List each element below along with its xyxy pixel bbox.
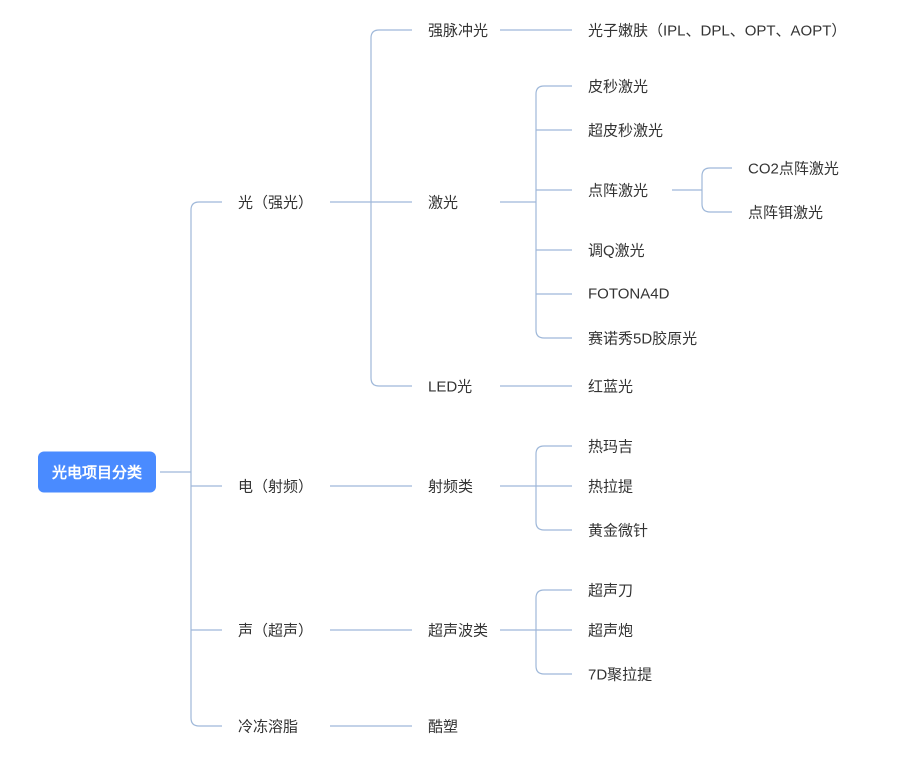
node-label: 激光 — [428, 195, 458, 212]
tree-node: 热拉提 — [580, 472, 641, 501]
node-label: 点阵铒激光 — [748, 205, 823, 222]
tree-node: 冷冻溶脂 — [230, 712, 306, 741]
node-label: 热拉提 — [588, 479, 633, 496]
tree-node: LED光 — [420, 372, 480, 401]
node-label: 调Q激光 — [588, 243, 645, 260]
node-label: 黄金微针 — [588, 523, 648, 540]
node-label: 冷冻溶脂 — [238, 719, 298, 736]
tree-node: 调Q激光 — [580, 236, 653, 265]
tree-node: 射频类 — [420, 472, 481, 501]
node-label: 超皮秒激光 — [588, 123, 663, 140]
node-label: 超声炮 — [588, 623, 633, 640]
tree-node: 7D聚拉提 — [580, 660, 660, 689]
tree-node: CO2点阵激光 — [740, 154, 847, 183]
tree-node: 超皮秒激光 — [580, 116, 671, 145]
node-label: 声（超声） — [238, 623, 313, 640]
node-label: 电（射频） — [238, 479, 313, 496]
node-label: LED光 — [428, 379, 472, 396]
node-label: 超声波类 — [428, 623, 488, 640]
tree-node: 赛诺秀5D胶原光 — [580, 324, 705, 353]
node-label: 红蓝光 — [588, 379, 633, 396]
tree-node: 皮秒激光 — [580, 72, 656, 101]
node-label: 光（强光） — [238, 195, 313, 212]
node-label: 7D聚拉提 — [588, 667, 652, 684]
node-label: 射频类 — [428, 479, 473, 496]
tree-node: 点阵激光 — [580, 176, 656, 205]
tree-node: 超声波类 — [420, 616, 496, 645]
node-label: 热玛吉 — [588, 439, 633, 456]
node-label: FOTONA4D — [588, 286, 669, 303]
tree-node: 光（强光） — [230, 188, 321, 217]
tree-node: 声（超声） — [230, 616, 321, 645]
tree-node: FOTONA4D — [580, 282, 677, 307]
tree-node: 激光 — [420, 188, 466, 217]
tree-node: 超声炮 — [580, 616, 641, 645]
node-label: 皮秒激光 — [588, 79, 648, 96]
root-node: 光电项目分类 — [38, 452, 156, 493]
node-label: 光电项目分类 — [52, 465, 142, 482]
tree-node: 强脉冲光 — [420, 16, 496, 45]
node-label: 酷塑 — [428, 719, 458, 736]
tree-node: 电（射频） — [230, 472, 321, 501]
tree-node: 红蓝光 — [580, 372, 641, 401]
tree-node: 酷塑 — [420, 712, 466, 741]
node-label: 赛诺秀5D胶原光 — [588, 331, 697, 348]
tree-node: 点阵铒激光 — [740, 198, 831, 227]
node-label: 光子嫩肤（IPL、DPL、OPT、AOPT） — [588, 23, 846, 40]
node-label: 超声刀 — [588, 583, 633, 600]
tree-node: 光子嫩肤（IPL、DPL、OPT、AOPT） — [580, 16, 854, 45]
node-label: CO2点阵激光 — [748, 161, 839, 178]
node-label: 点阵激光 — [588, 183, 648, 200]
tree-node: 黄金微针 — [580, 516, 656, 545]
tree-node: 超声刀 — [580, 576, 641, 605]
node-label: 强脉冲光 — [428, 23, 488, 40]
tree-node: 热玛吉 — [580, 432, 641, 461]
